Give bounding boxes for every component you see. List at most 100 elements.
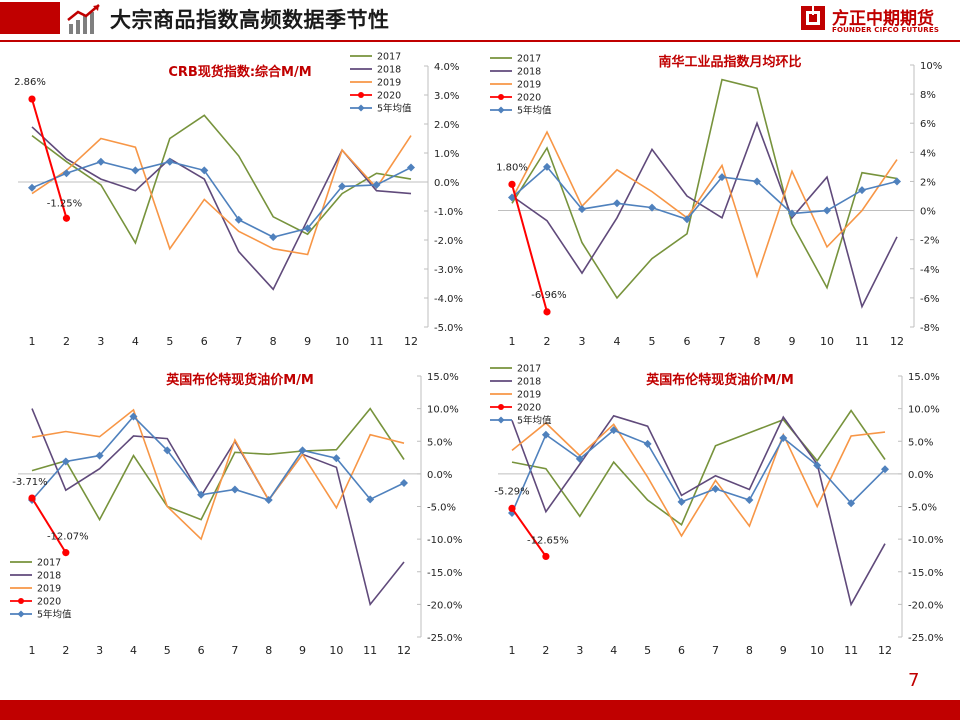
avg-point-marker: [718, 173, 726, 182]
y-tick-label: 10%: [920, 61, 942, 72]
avg-point-marker: [613, 199, 621, 208]
x-tick-label: 2: [542, 644, 549, 657]
avg-point-marker: [543, 162, 551, 171]
y-tick-label: -5.0%: [427, 503, 456, 514]
y-tick-label: -4%: [920, 265, 939, 276]
series-line-2017: [31, 114, 412, 245]
series-line-2020: [31, 497, 67, 554]
y-tick-label: 4%: [920, 148, 936, 159]
series-line-2020: [31, 98, 68, 219]
legend-label: 2017: [377, 52, 401, 63]
y-tick-label: -15.0%: [908, 568, 943, 579]
y-tick-label: -2%: [920, 236, 939, 247]
x-tick-label: 12: [404, 335, 418, 348]
point-2020-marker: [62, 549, 70, 557]
avg-point-marker: [643, 439, 652, 448]
legend-label: 2019: [377, 78, 401, 89]
avg-point-marker: [683, 215, 691, 224]
legend-label: 5年均值: [37, 609, 72, 621]
legend-label: 2017: [517, 54, 541, 65]
y-tick-label: -20.0%: [908, 600, 943, 611]
legend-label: 2018: [377, 65, 401, 76]
x-tick-label: 1: [29, 335, 36, 348]
y-tick-label: 2.0%: [434, 120, 459, 131]
avg-point-marker: [609, 426, 618, 435]
x-tick-label: 2: [544, 335, 551, 348]
x-tick-label: 2: [63, 335, 70, 348]
x-tick-label: 3: [576, 644, 583, 657]
avg-point-marker: [400, 479, 408, 488]
y-tick-label: -3.0%: [434, 265, 463, 276]
avg-point-marker: [338, 182, 347, 191]
avg-point-marker: [62, 169, 71, 178]
series-line-2019: [31, 135, 412, 256]
series-line-2018: [511, 414, 886, 607]
series-line-5avg: [31, 160, 412, 238]
x-tick-label: 9: [780, 644, 787, 657]
y-tick-label: -25.0%: [427, 633, 462, 644]
x-tick-label: 7: [712, 644, 719, 657]
x-tick-label: 12: [397, 644, 411, 657]
point-2020-marker: [62, 214, 71, 222]
avg-point-marker: [813, 461, 822, 470]
x-tick-label: 6: [201, 335, 208, 348]
series-line-5avg: [31, 415, 405, 501]
data-label-2020: 2.86%: [14, 77, 46, 88]
point-2020-marker: [508, 504, 516, 512]
y-tick-label: 15.0%: [908, 372, 940, 383]
y-tick-label: -2.0%: [434, 236, 463, 247]
company-logo: 方正中期期货 FOUNDER CIFCO FUTURES: [790, 3, 960, 39]
x-tick-label: 1: [29, 644, 36, 657]
x-tick-label: 8: [746, 644, 753, 657]
legend-marker: [357, 104, 365, 112]
legend-label: 2018: [517, 377, 541, 388]
x-tick-label: 3: [579, 335, 586, 348]
chart-crb-spot-index: CRB现货指数:综合M/M 4.0% 3.0% 2.0% 1.0% 0.0% -1.0% -2…: [14, 52, 463, 349]
data-label-2020: -6.96%: [531, 290, 566, 301]
x-tick-label: 4: [610, 644, 617, 657]
y-tick-label: 0.0%: [908, 470, 933, 481]
x-tick-label: 5: [644, 644, 651, 657]
legend-marker: [498, 94, 504, 100]
y-tick-label: -8%: [920, 323, 939, 334]
avg-point-marker: [788, 209, 796, 218]
data-label-2020: -12.65%: [527, 535, 569, 546]
legend-label: 2018: [517, 67, 541, 78]
legend-marker: [498, 404, 504, 410]
x-tick-label: 12: [890, 335, 904, 348]
x-tick-label: 10: [335, 335, 349, 348]
series-line-2017: [31, 407, 405, 522]
y-tick-label: -1.0%: [434, 207, 463, 218]
series-line-2020: [511, 507, 547, 557]
data-label-2020: -1.25%: [47, 198, 82, 209]
x-tick-label: 10: [820, 335, 834, 348]
avg-point-marker: [200, 166, 209, 175]
x-tick-label: 11: [855, 335, 869, 348]
y-tick-label: 0.0%: [434, 178, 459, 189]
y-tick-label: -20.0%: [427, 600, 462, 611]
x-tick-label: 4: [132, 335, 139, 348]
avg-point-marker: [303, 224, 312, 233]
avg-point-marker: [129, 412, 138, 421]
y-tick-label: -15.0%: [427, 568, 462, 579]
legend-label: 2018: [37, 571, 61, 582]
x-tick-label: 7: [231, 644, 238, 657]
avg-point-marker: [131, 166, 140, 175]
series-line-2018: [31, 126, 412, 291]
x-tick-label: 5: [649, 335, 656, 348]
data-label-2020: -5.29%: [494, 486, 529, 497]
avg-point-marker: [96, 157, 105, 166]
avg-point-marker: [197, 490, 206, 499]
y-tick-label: -6%: [920, 294, 939, 305]
x-tick-label: 11: [844, 644, 858, 657]
x-tick-label: 10: [810, 644, 824, 657]
logo-name: 方正中期期货: [832, 9, 934, 29]
legend-marker: [17, 610, 25, 618]
avg-point-marker: [230, 485, 239, 494]
x-tick-label: 8: [270, 335, 277, 348]
legend-label: 5年均值: [517, 105, 552, 117]
y-tick-label: 10.0%: [908, 405, 940, 416]
y-tick-label: 0.0%: [427, 470, 452, 481]
point-2020-marker: [508, 180, 516, 188]
y-tick-label: -5.0%: [908, 503, 937, 514]
